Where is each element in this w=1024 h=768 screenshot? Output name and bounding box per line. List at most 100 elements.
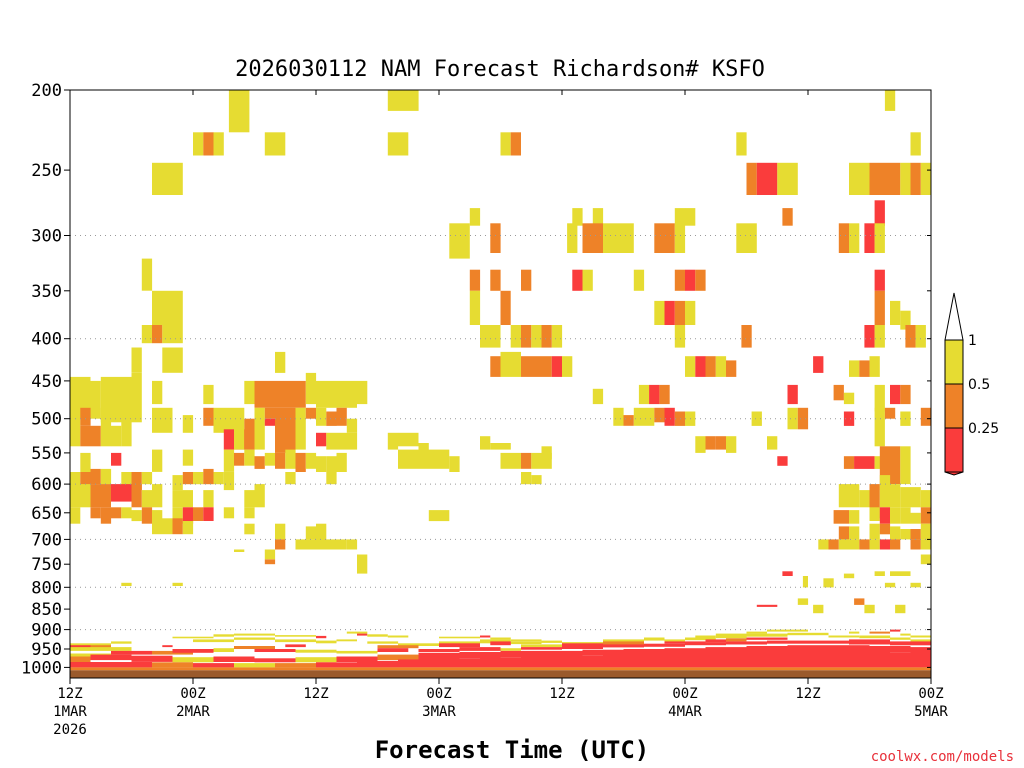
heatmap-cell xyxy=(500,648,521,651)
heatmap-cell xyxy=(895,604,906,614)
heatmap-cell xyxy=(398,643,439,646)
heatmap-cell xyxy=(879,475,891,491)
heatmap-cell xyxy=(603,644,644,648)
y-tick-label: 700 xyxy=(31,530,62,550)
heatmap-cell xyxy=(285,449,296,469)
x-tick-label: 5MAR xyxy=(914,704,948,720)
heatmap-cell xyxy=(746,631,767,634)
heatmap-cell xyxy=(859,539,870,550)
heatmap-cell xyxy=(367,634,388,637)
heatmap-cell xyxy=(326,456,337,472)
heatmap-cell xyxy=(890,637,911,640)
heatmap-cell xyxy=(439,641,480,644)
credit-text[interactable]: coolwx.com/models xyxy=(871,749,1014,765)
heatmap-cell xyxy=(244,380,255,405)
heatmap-cell xyxy=(787,632,829,636)
heatmap-cell xyxy=(152,380,163,405)
x-tick-label: 1MAR xyxy=(53,704,87,720)
heatmap-cell xyxy=(275,407,296,453)
heatmap-cell xyxy=(521,325,532,348)
heatmap-cell xyxy=(254,456,265,469)
heatmap-cell xyxy=(346,418,358,433)
chart-title: 2026030112 NAM Forecast Richardson# KSFO xyxy=(235,57,765,82)
heatmap-cell xyxy=(726,436,737,453)
heatmap-cell xyxy=(418,443,429,453)
heatmap-cell xyxy=(890,526,901,540)
heatmap-cell xyxy=(398,659,439,668)
heatmap-cell xyxy=(521,644,562,648)
heatmap-cell xyxy=(500,132,511,156)
heatmap-cell xyxy=(182,449,194,466)
heatmap-cell xyxy=(531,325,542,348)
heatmap-cell xyxy=(203,407,214,426)
heatmap-cell xyxy=(838,526,850,540)
heatmap-cell xyxy=(910,162,921,195)
heatmap-cell xyxy=(305,452,317,469)
heatmap-cell xyxy=(469,269,481,291)
heatmap-cell xyxy=(664,300,675,325)
heatmap-cell xyxy=(80,407,91,426)
heatmap-cell xyxy=(500,452,521,469)
heatmap-cell xyxy=(203,132,214,156)
heatmap-cell xyxy=(70,643,111,646)
heatmap-cell xyxy=(685,652,726,668)
heatmap-cell xyxy=(874,200,885,226)
heatmap-cell xyxy=(521,356,552,377)
heatmap-cell xyxy=(172,490,193,508)
heatmap-cell xyxy=(90,484,111,508)
heatmap-cell xyxy=(510,639,542,642)
heatmap-cell xyxy=(874,384,885,412)
colorbar-bin xyxy=(944,427,964,473)
heatmap-cell xyxy=(80,472,91,491)
heatmap-cell xyxy=(285,472,296,485)
heatmap-cell xyxy=(244,449,255,466)
heatmap-cell xyxy=(264,418,276,426)
heatmap-cell xyxy=(900,384,911,405)
heatmap-cell xyxy=(859,360,870,377)
heatmap-cell xyxy=(741,325,752,348)
heatmap-cell xyxy=(346,539,358,550)
heatmap-cell xyxy=(254,649,296,652)
heatmap-cell xyxy=(859,635,891,639)
heatmap-cell xyxy=(480,436,491,450)
heatmap-cell xyxy=(613,407,624,426)
heatmap-cell xyxy=(141,490,153,508)
heatmap-cell xyxy=(275,639,316,643)
heatmap-cell xyxy=(244,418,255,450)
heatmap-cell xyxy=(874,269,885,291)
heatmap-cell xyxy=(213,656,255,662)
heatmap-cell xyxy=(900,162,911,195)
heatmap-cell xyxy=(111,507,122,519)
heatmap-cell xyxy=(843,573,855,579)
heatmap-cell xyxy=(751,411,762,426)
heatmap-cell xyxy=(920,490,932,508)
heatmap-cell xyxy=(490,269,501,291)
heatmap-cell xyxy=(910,582,921,588)
heatmap-cell xyxy=(480,639,511,644)
heatmap-cell xyxy=(838,223,850,253)
colorbar-legend: 1 0.5 0.25 xyxy=(944,292,999,476)
heatmap-cell xyxy=(172,636,214,639)
heatmap-cell xyxy=(736,132,747,156)
heatmap-cell xyxy=(172,518,183,535)
heatmap-cell xyxy=(121,407,132,447)
heatmap-cell xyxy=(715,635,747,639)
heatmap-cell xyxy=(295,539,316,550)
heatmap-cell xyxy=(854,456,875,469)
y-tick-label: 500 xyxy=(31,410,62,430)
heatmap-cell xyxy=(521,269,532,291)
heatmap-cell xyxy=(879,446,901,485)
heatmap-cell xyxy=(726,652,767,668)
heatmap-cell xyxy=(828,539,839,550)
heatmap-cell xyxy=(649,384,660,405)
heatmap-cell xyxy=(500,650,542,658)
heatmap-cell xyxy=(223,449,235,472)
heatmap-cell xyxy=(131,372,142,423)
heatmap-cell xyxy=(469,290,481,325)
y-tick-label: 250 xyxy=(31,161,62,181)
heatmap-cell xyxy=(890,539,901,550)
heatmap-cell xyxy=(756,162,778,195)
heatmap-cell xyxy=(603,641,644,645)
heatmap-cell xyxy=(767,436,778,450)
